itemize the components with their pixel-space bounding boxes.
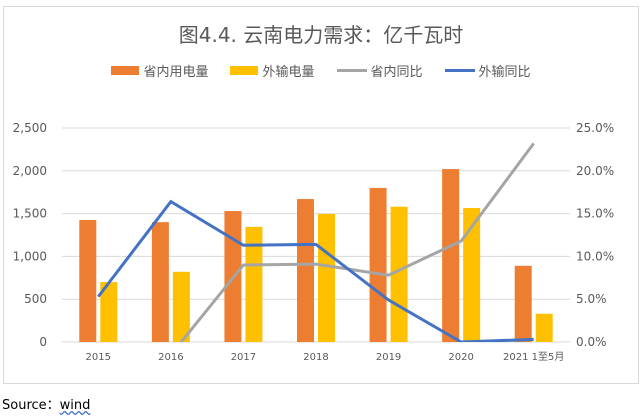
legend: 省内用电量 外输电量 省内同比 外输同比 <box>0 61 642 80</box>
bar <box>151 222 169 342</box>
right-tick-label: 0.0% <box>576 335 607 349</box>
left-tick-label: 1,500 <box>13 207 47 221</box>
legend-item: 省内用电量 <box>111 61 208 80</box>
legend-label: 省内同比 <box>370 65 423 80</box>
right-tick-label: 5.0% <box>576 292 607 306</box>
x-tick-label: 2021 1至5月 <box>503 351 564 363</box>
bar <box>79 220 97 342</box>
legend-item: 外输电量 <box>230 61 315 80</box>
legend-label: 省内用电量 <box>143 65 209 80</box>
chart-title: 图4.4. 云南电力需求：亿千瓦时 <box>178 23 464 47</box>
legend-item: 外输同比 <box>444 61 531 80</box>
x-tick-label: 2019 <box>376 352 401 363</box>
left-tick-label: 0 <box>39 335 47 349</box>
left-tick-label: 2,500 <box>13 121 47 135</box>
source-label: Source： <box>2 398 60 413</box>
left-tick-label: 1,000 <box>13 249 47 263</box>
x-tick-label: 2015 <box>86 352 111 363</box>
legend-label: 外输电量 <box>262 65 315 80</box>
source-value: wind <box>59 398 91 413</box>
bar <box>369 187 387 342</box>
x-tick-label: 2017 <box>231 352 256 363</box>
bar <box>514 265 532 342</box>
legend-swatch <box>230 66 259 75</box>
x-tick-label: 2020 <box>448 352 473 363</box>
right-tick-label: 10.0% <box>576 249 614 263</box>
right-tick-label: 15.0% <box>576 207 614 221</box>
bar <box>172 271 190 342</box>
bar <box>100 282 118 342</box>
legend-item: 省内同比 <box>336 61 423 80</box>
chart-frame <box>3 6 639 384</box>
x-tick-label: 2018 <box>303 352 328 363</box>
bar <box>318 214 335 342</box>
legend-swatch <box>111 66 140 75</box>
source-note: Source：wind <box>2 394 90 413</box>
series-line <box>97 199 534 342</box>
legend-label: 外输同比 <box>478 65 531 80</box>
right-tick-label: 20.0% <box>576 164 614 178</box>
bar <box>297 199 314 342</box>
legend-swatch <box>444 69 475 72</box>
legend-swatch <box>336 69 367 72</box>
left-tick-label: 500 <box>24 292 47 306</box>
bar <box>535 313 553 342</box>
x-tick-label: 2016 <box>158 352 183 363</box>
bar <box>245 226 263 342</box>
bar <box>463 208 481 342</box>
left-tick-label: 2,000 <box>13 164 47 178</box>
series-line <box>179 142 535 342</box>
bar <box>442 169 460 342</box>
right-tick-label: 25.0% <box>576 121 614 135</box>
